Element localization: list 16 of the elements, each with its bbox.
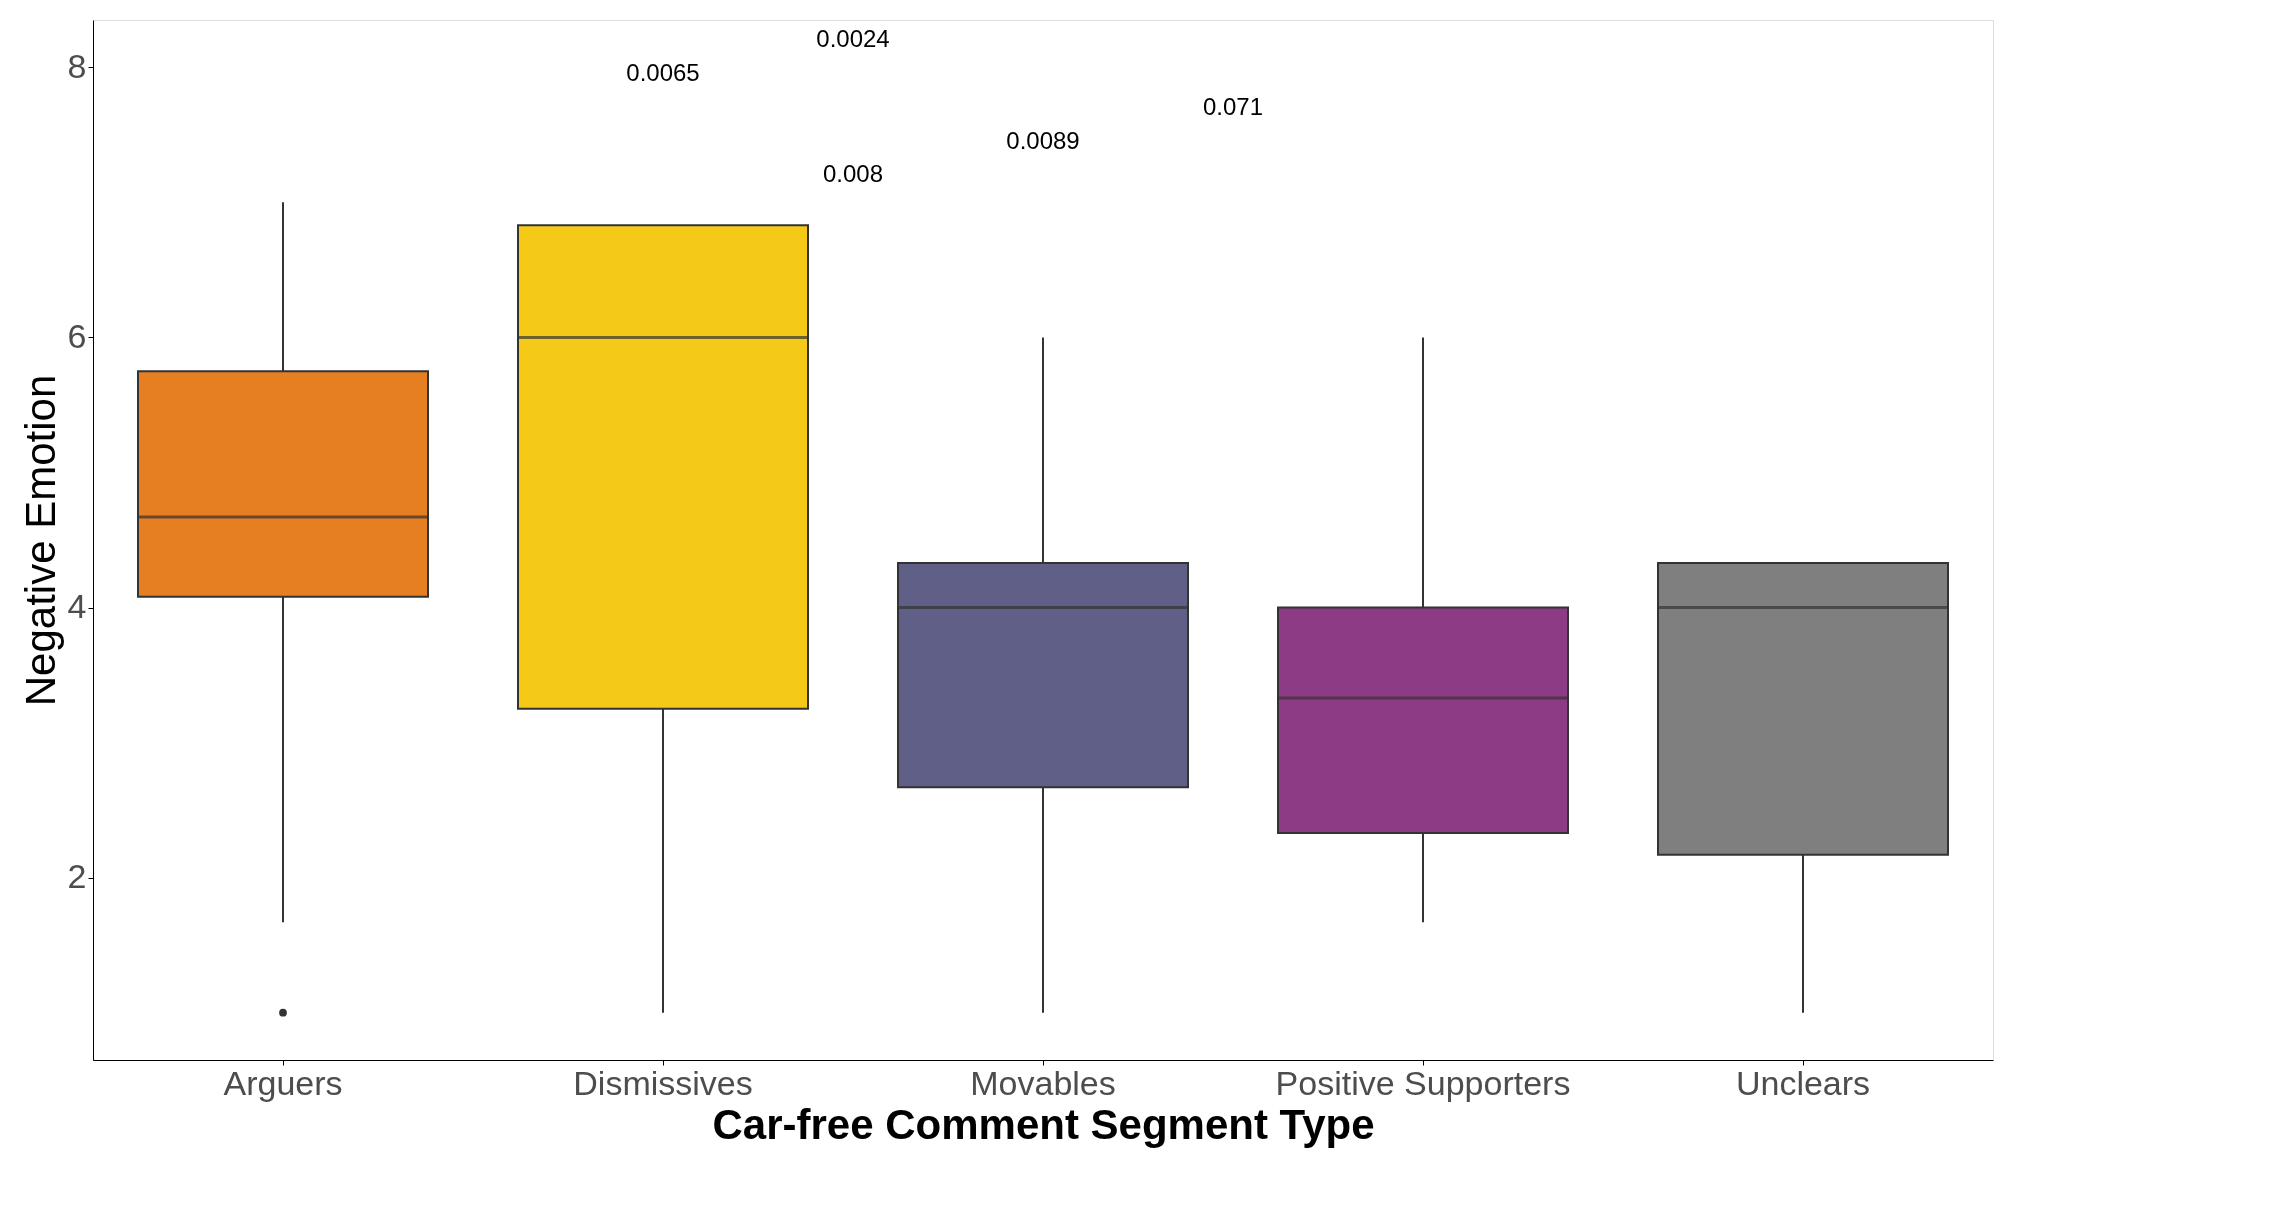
y-tick-label: 4 (67, 587, 87, 626)
y-axis-title: Negative Emotion (16, 374, 64, 707)
y-tick-label: 6 (67, 316, 87, 355)
annotation: 0.0065 (626, 59, 700, 87)
x-tick-label: Dismissives (573, 1063, 753, 1102)
x-tick-label: Arguers (223, 1063, 343, 1102)
x-tick-label: Positive Supporters (1275, 1063, 1571, 1102)
y-tick-label: 2 (67, 857, 87, 896)
x-axis-title: Car-free Comment Segment Type (712, 1100, 1375, 1148)
y-tick-label: 8 (67, 46, 87, 85)
annotation: 0.008 (822, 160, 884, 188)
annotation: 0.071 (1202, 92, 1264, 120)
annotation: 0.0024 (816, 25, 890, 53)
x-tick-label: Unclears (1735, 1063, 1871, 1102)
x-tick-label: Movables (970, 1063, 1116, 1102)
annotation: 0.0089 (1006, 126, 1080, 154)
